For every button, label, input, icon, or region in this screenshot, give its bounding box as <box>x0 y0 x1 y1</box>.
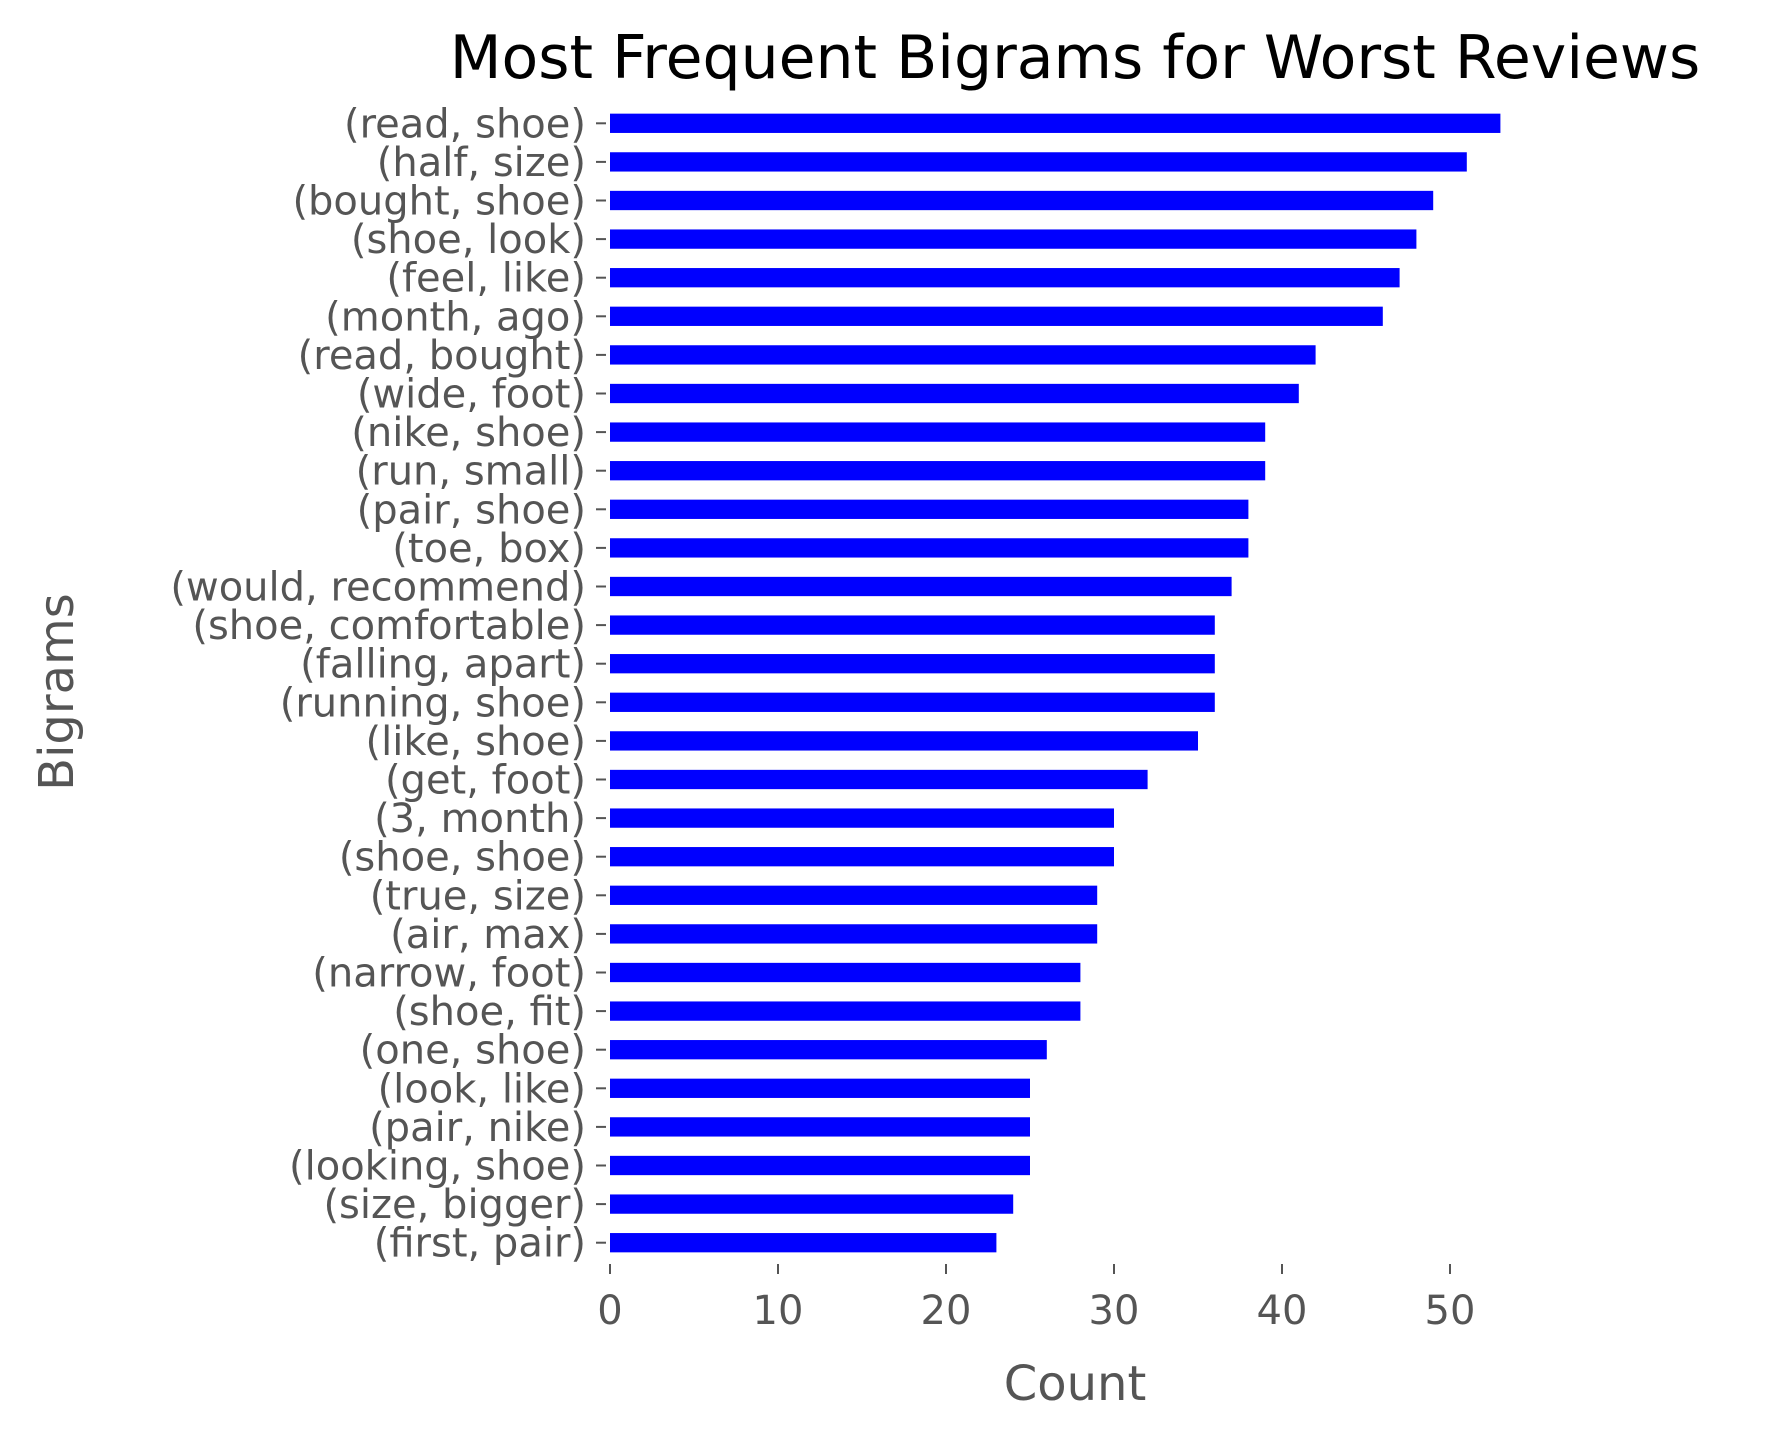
bar <box>610 383 1299 404</box>
y-tick-label: (would, recommend) <box>170 565 586 611</box>
y-tick-label: (looking, shoe) <box>289 1144 586 1190</box>
y-tick-label: (shoe, comfortable) <box>192 603 586 649</box>
bar <box>610 345 1316 365</box>
bar <box>610 731 1198 751</box>
y-tick-label: (like, shoe) <box>366 719 587 765</box>
y-tick-label: (shoe, shoe) <box>339 835 586 881</box>
y-tick-label: (pair, shoe) <box>357 487 586 533</box>
y-tick-label: (shoe, look) <box>351 217 586 263</box>
y-tick-label: (true, size) <box>370 873 586 919</box>
x-tick-label: 50 <box>1425 1288 1476 1334</box>
bar <box>610 769 1148 790</box>
bars-group <box>610 113 1501 1253</box>
x-axis-ticks: 0 10 20 30 40 50 <box>597 1264 1475 1334</box>
y-tick-label: (narrow, foot) <box>312 951 586 997</box>
bar <box>610 692 1215 712</box>
y-tick-label: (one, shoe) <box>360 1028 586 1074</box>
y-axis-ticks: (read, shoe)(half, size)(bought, shoe)(s… <box>170 101 606 1267</box>
y-tick-label: (read, bought) <box>298 333 586 379</box>
x-axis-label: Count <box>1004 1356 1147 1412</box>
y-tick-label: (read, shoe) <box>344 101 586 147</box>
bar <box>610 654 1215 674</box>
bar <box>610 538 1249 558</box>
y-tick-label: (first, pair) <box>374 1221 586 1267</box>
bar <box>610 461 1266 481</box>
y-tick-label: (shoe, fit) <box>393 989 586 1035</box>
bar <box>610 1001 1081 1021</box>
y-tick-label: (falling, apart) <box>300 642 586 688</box>
bar <box>610 615 1215 635</box>
x-tick-label: 20 <box>921 1288 972 1334</box>
bar <box>610 1155 1030 1176</box>
y-tick-label: (3, month) <box>374 796 586 842</box>
bar <box>610 847 1114 867</box>
bar <box>610 808 1114 828</box>
bar <box>610 1117 1030 1137</box>
y-tick-label: (feel, like) <box>386 256 586 302</box>
y-tick-label: (nike, shoe) <box>351 410 586 456</box>
y-axis-label: Bigrams <box>29 593 85 791</box>
bar <box>610 885 1098 905</box>
bar <box>610 113 1501 133</box>
bar <box>610 1040 1047 1060</box>
bar <box>610 1233 997 1253</box>
bar <box>610 499 1249 519</box>
bar <box>610 962 1081 983</box>
y-tick-label: (air, max) <box>390 912 586 958</box>
y-tick-label: (run, small) <box>356 449 586 495</box>
x-tick-label: 10 <box>753 1288 804 1334</box>
y-tick-label: (running, shoe) <box>280 680 586 726</box>
y-tick-label: (pair, nike) <box>369 1105 586 1151</box>
y-tick-label: (get, foot) <box>385 758 586 804</box>
chart-title: Most Frequent Bigrams for Worst Reviews <box>450 23 1700 93</box>
bar <box>610 422 1266 442</box>
y-tick-label: (wide, foot) <box>357 372 586 418</box>
y-tick-label: (look, like) <box>378 1066 586 1112</box>
x-tick-label: 0 <box>597 1288 622 1334</box>
x-tick-label: 40 <box>1257 1288 1308 1334</box>
y-tick-label: (half, size) <box>377 140 586 186</box>
x-tick-label: 30 <box>1089 1288 1140 1334</box>
y-tick-label: (size, bigger) <box>323 1182 586 1228</box>
y-tick-label: (toe, box) <box>392 526 586 572</box>
y-tick-label: (bought, shoe) <box>292 179 586 225</box>
bar <box>610 576 1232 597</box>
bar <box>610 1078 1030 1098</box>
bar <box>610 924 1098 944</box>
bar <box>610 152 1467 172</box>
bar <box>610 190 1434 211</box>
bar <box>610 306 1383 326</box>
y-tick-label: (month, ago) <box>325 294 586 340</box>
bar <box>610 1194 1014 1214</box>
bar <box>610 229 1417 249</box>
bar <box>610 268 1400 288</box>
